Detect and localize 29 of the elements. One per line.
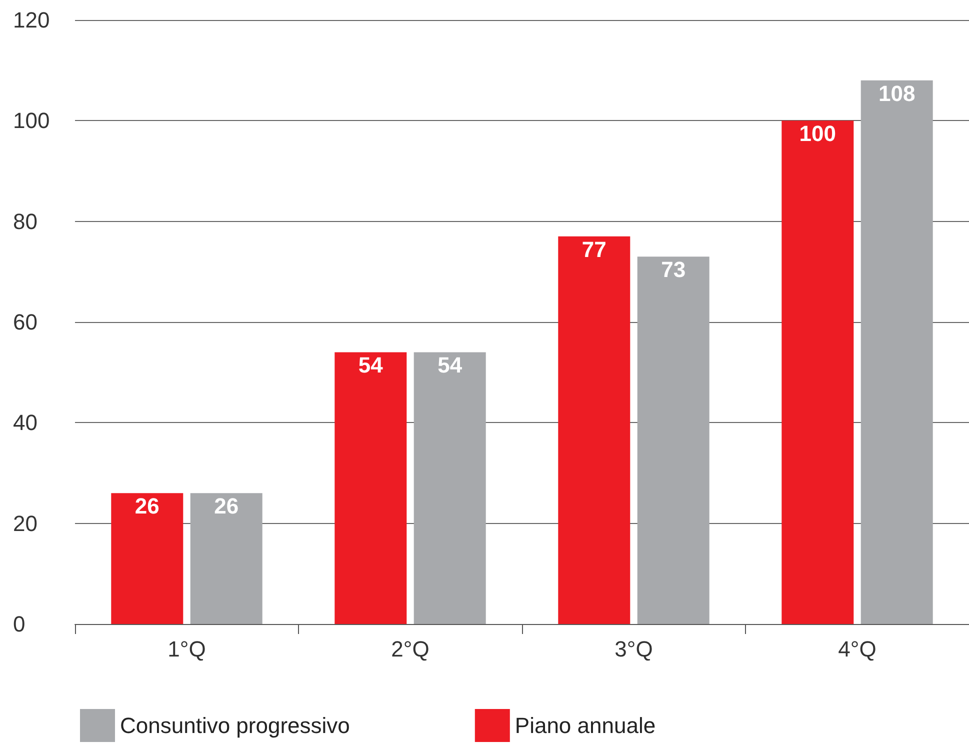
bar [860,80,933,624]
x-tick-label: 4°Q [838,636,876,662]
y-tick-label: 120 [13,8,50,32]
data-label: 54 [358,352,384,378]
y-tick-label: 40 [13,410,38,436]
legend-label: Piano annuale [514,713,656,738]
y-tick-label: 60 [13,310,38,334]
y-tick-label: 100 [13,108,50,134]
data-label: 54 [438,352,463,378]
data-label: 26 [134,494,160,519]
data-label: 77 [582,236,606,262]
bar [190,493,262,624]
x-tick-label: 2°Q [391,636,430,662]
bar [334,352,407,624]
bar [558,236,630,624]
x-tick-label: 1°Q [168,636,206,662]
y-tick-label: 20 [13,510,38,536]
y-tick-label: 80 [13,208,38,234]
data-label: 26 [214,494,239,519]
bar [414,352,486,624]
bar [111,493,184,624]
data-label: 73 [661,257,686,282]
data-label: 100 [799,121,836,146]
y-tick-label: 0 [13,612,26,636]
bar [637,256,710,624]
legend-label: Consuntivo progressivo [120,713,350,738]
x-tick-label: 3°Q [614,636,653,662]
data-label: 108 [878,80,916,106]
bar [782,120,854,624]
